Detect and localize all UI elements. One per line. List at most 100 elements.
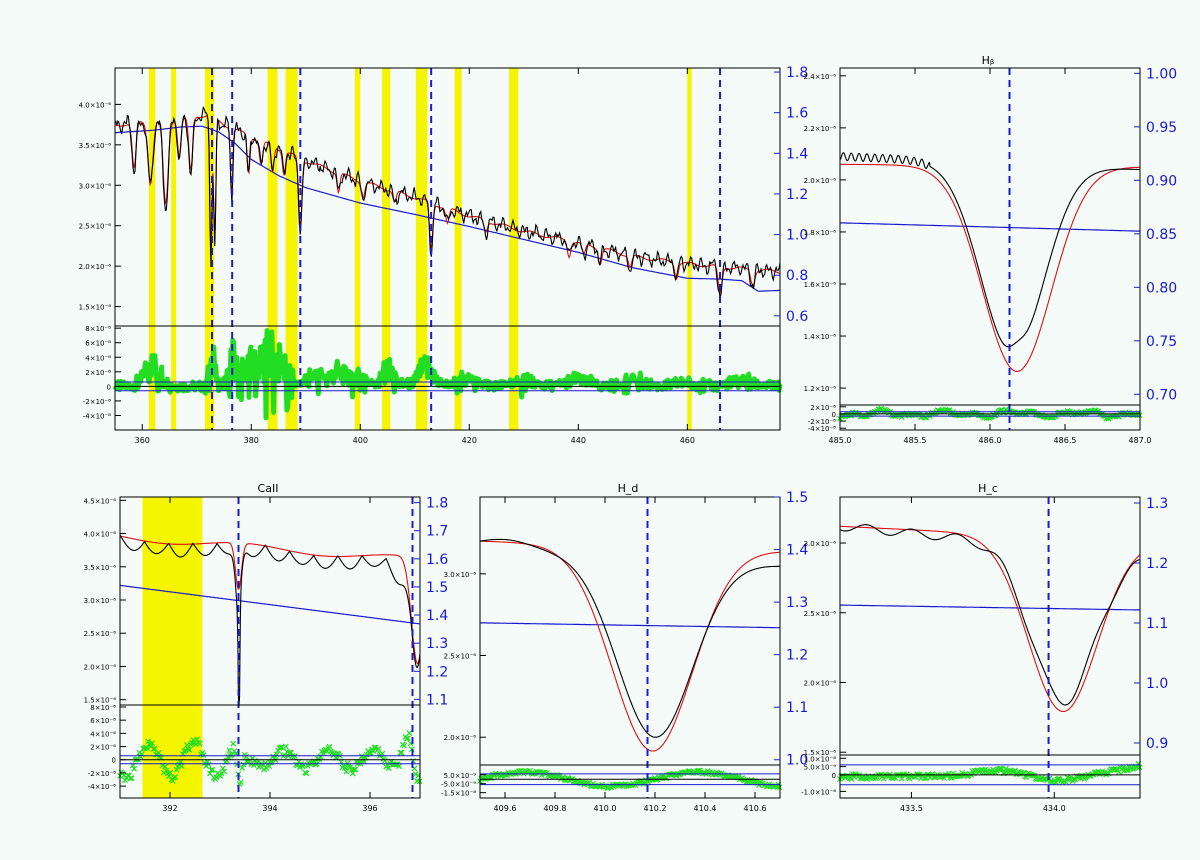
caii-residual-point xyxy=(349,770,356,777)
caii-residual-point xyxy=(240,761,247,768)
panel-hb: Hᵦ 1.2×10⁻⁶ 1.4×10⁻⁶ 1.6×10⁻⁶ 1.8×10⁻⁶ 2.0×1… xyxy=(804,54,1178,445)
full-residuals xyxy=(112,328,783,421)
caii-residual-point xyxy=(412,771,419,777)
caii-residual-point xyxy=(162,763,168,770)
hb-xtick-label: 487.0 xyxy=(1129,436,1152,445)
hd-ytick-label: 2.5×10⁻⁶ xyxy=(444,653,477,661)
full-mask-region xyxy=(285,68,298,430)
panel-hb-title: Hᵦ xyxy=(982,54,995,67)
caii-residual-point xyxy=(282,743,289,750)
caii-model-line xyxy=(119,535,421,665)
hb-xtick-label: 486.5 xyxy=(1054,436,1077,445)
hb-ytick-label: 1.8×10⁻⁶ xyxy=(804,229,837,237)
hd-xtick-label: 410.2 xyxy=(644,804,667,813)
caii-xtick-label: 394 xyxy=(262,804,277,813)
caii-right-tick-label: 1.1 xyxy=(426,692,448,708)
caii-residual-point xyxy=(200,752,207,758)
hd-model-line xyxy=(479,540,780,752)
hb-res-tick-label: 0 xyxy=(832,411,836,419)
caii-ytick-label: 2.0×10⁻⁶ xyxy=(84,663,117,671)
caii-residual-point xyxy=(342,764,348,771)
caii-residual-point xyxy=(127,775,134,782)
full-xtick-label: 380 xyxy=(244,436,259,445)
caii-residual-point xyxy=(312,761,319,768)
hc-residual-point xyxy=(929,771,936,777)
full-xtick-label: 460 xyxy=(680,436,695,445)
hd-observed-line xyxy=(479,538,780,738)
hb-right-tick-label: 0.90 xyxy=(1146,173,1177,189)
caii-residual-point xyxy=(172,774,179,780)
full-mask-region xyxy=(148,68,156,430)
caii-residual-point xyxy=(196,740,203,747)
full-model-line xyxy=(114,115,781,295)
caii-right-tick-label: 1.7 xyxy=(426,524,448,540)
hb-xtick-label: 485.5 xyxy=(904,436,927,445)
hd-res-tick-label: -5.0×10⁻⁹ xyxy=(441,781,476,789)
caii-residual-point xyxy=(239,764,246,771)
full-ytick-label: 1.5×10⁻⁶ xyxy=(79,304,112,312)
caii-residual-point xyxy=(169,778,176,784)
caii-right-tick-label: 1.6 xyxy=(426,552,448,568)
hb-res-tick-label: 2×10⁻⁸ xyxy=(810,404,836,412)
hc-model-line xyxy=(840,525,1141,713)
full-xtick-label: 420 xyxy=(462,436,477,445)
full-mask-region xyxy=(267,68,278,430)
caii-ytick-label: 4.5×10⁻⁶ xyxy=(84,497,117,505)
caii-residual-point xyxy=(208,767,215,774)
caii-res-tick-label: 4×10⁻⁸ xyxy=(90,730,116,738)
caii-residual-point xyxy=(230,740,237,747)
hc-right-tick-label: 1.0 xyxy=(1146,676,1168,692)
full-continuum-line xyxy=(114,125,780,292)
hb-right-tick-label: 0.80 xyxy=(1146,280,1177,296)
caii-right-tick-label: 1.2 xyxy=(426,664,448,680)
full-right-tick-label: 1.0 xyxy=(786,228,808,244)
hd-right-tick-label: 1.2 xyxy=(786,648,808,664)
full-mask-region xyxy=(204,68,215,430)
caii-right-tick-label: 1.4 xyxy=(426,608,448,624)
hb-res-tick-label: -2×10⁻⁸ xyxy=(808,418,836,426)
caii-residual-point xyxy=(167,769,174,776)
hb-right-tick-label: 0.75 xyxy=(1146,334,1177,350)
full-ytick-label: 3.0×10⁻⁶ xyxy=(79,182,112,190)
hc-res-tick-label: -1.0×10⁻⁸ xyxy=(801,788,836,796)
hc-res-tick-label: 1.0×10⁻⁸ xyxy=(804,755,837,763)
full-ytick-label: 2.0×10⁻⁶ xyxy=(79,263,112,271)
caii-residual-point xyxy=(144,745,150,751)
full-ytick-label: 4.0×10⁻⁶ xyxy=(79,101,112,109)
caii-residual-point xyxy=(398,749,405,756)
caii-ytick-label: 2.5×10⁻⁶ xyxy=(84,630,117,638)
full-frame xyxy=(114,67,781,431)
caii-residual-point xyxy=(131,765,138,772)
hd-res-tick-label: -1.5×10⁻⁸ xyxy=(441,790,476,798)
caii-right-tick-label: 1.5 xyxy=(426,580,448,596)
hd-res-tick-label: 5.0×10⁻⁹ xyxy=(444,772,477,780)
full-right-tick-label: 1.6 xyxy=(786,106,808,122)
hd-xtick-label: 410.4 xyxy=(694,804,717,813)
hc-residual-point xyxy=(1020,769,1027,776)
hb-ytick-label: 1.4×10⁻⁶ xyxy=(804,333,837,341)
full-xtick-label: 400 xyxy=(353,436,368,445)
hd-frame xyxy=(479,496,781,799)
full-right-tick-label: 1.4 xyxy=(786,146,808,162)
hb-xtick-label: 486.0 xyxy=(979,436,1002,445)
caii-ytick-label: 1.5×10⁻⁶ xyxy=(84,697,117,705)
hb-ytick-label: 1.6×10⁻⁶ xyxy=(804,281,837,289)
caii-residual-point xyxy=(209,766,216,773)
hc-ytick-label: 3.0×10⁻⁶ xyxy=(804,540,837,548)
hc-right-tick-label: 1.2 xyxy=(1146,556,1168,572)
hb-observed-line xyxy=(839,152,1140,348)
hc-ytick-label: 2.5×10⁻⁶ xyxy=(804,610,837,618)
full-res-tick-label: 0 xyxy=(107,383,111,391)
caii-residual-point xyxy=(375,745,382,752)
caii-xtick-label: 396 xyxy=(362,804,377,813)
panel-caii: CaII 1.5×10⁻⁶ 2.0×10⁻⁶ 2.5×10⁻⁶ 3.0×10⁻⁶ 3.5… xyxy=(84,482,449,813)
caii-residual-point xyxy=(223,757,230,764)
caii-residual-point xyxy=(133,756,140,763)
hd-continuum-line xyxy=(480,622,780,629)
hd-ytick-label: 3.0×10⁻⁶ xyxy=(444,571,477,579)
caii-right-tick-label: 1.3 xyxy=(426,636,448,652)
caii-res-tick-label: -4×10⁻⁸ xyxy=(88,783,116,791)
hb-ytick-label: 2.2×10⁻⁶ xyxy=(804,125,837,133)
hb-ytick-label: 1.2×10⁻⁶ xyxy=(804,385,837,393)
full-ytick-label: 2.5×10⁻⁶ xyxy=(79,223,112,231)
